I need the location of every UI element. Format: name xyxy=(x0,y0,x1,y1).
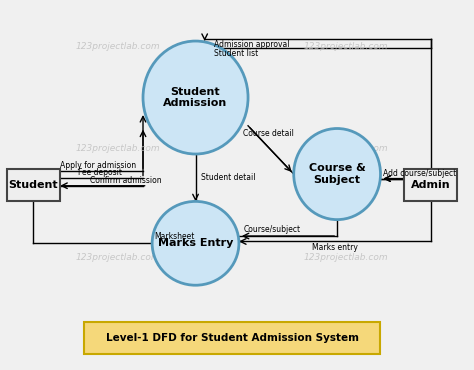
Text: 123projectlab.com: 123projectlab.com xyxy=(75,42,160,51)
Text: 123projectlab.com: 123projectlab.com xyxy=(304,253,389,262)
Text: 123projectlab.com: 123projectlab.com xyxy=(75,253,160,262)
Text: Level-1 DFD for Student Admission System: Level-1 DFD for Student Admission System xyxy=(106,333,358,343)
Text: Confirm admission: Confirm admission xyxy=(91,176,162,185)
Text: Marks Entry: Marks Entry xyxy=(158,238,233,248)
Text: Fee deposit: Fee deposit xyxy=(78,168,122,177)
Text: Student: Student xyxy=(9,180,58,190)
Text: 123projectlab.com: 123projectlab.com xyxy=(304,42,389,51)
Text: Marks entry: Marks entry xyxy=(312,243,358,252)
Text: Student
Admission: Student Admission xyxy=(164,87,228,108)
Text: Student detail: Student detail xyxy=(201,173,255,182)
Text: Admin: Admin xyxy=(411,180,451,190)
Ellipse shape xyxy=(143,41,248,154)
FancyBboxPatch shape xyxy=(83,322,381,354)
Text: Marksheet: Marksheet xyxy=(155,232,195,242)
Text: Student list: Student list xyxy=(214,49,258,58)
Ellipse shape xyxy=(294,128,381,220)
FancyBboxPatch shape xyxy=(7,169,60,201)
Text: Course detail: Course detail xyxy=(244,130,294,138)
Text: Course/subject: Course/subject xyxy=(244,225,301,234)
Ellipse shape xyxy=(152,201,239,285)
Text: Apply for admission: Apply for admission xyxy=(60,161,136,170)
Text: Course &
Subject: Course & Subject xyxy=(309,163,365,185)
Text: 123projectlab.com: 123projectlab.com xyxy=(75,144,160,153)
Text: Admission approval: Admission approval xyxy=(214,40,289,48)
Text: Add course/subject: Add course/subject xyxy=(383,168,456,178)
Text: 123projectlab.com: 123projectlab.com xyxy=(304,144,389,153)
FancyBboxPatch shape xyxy=(404,169,457,201)
